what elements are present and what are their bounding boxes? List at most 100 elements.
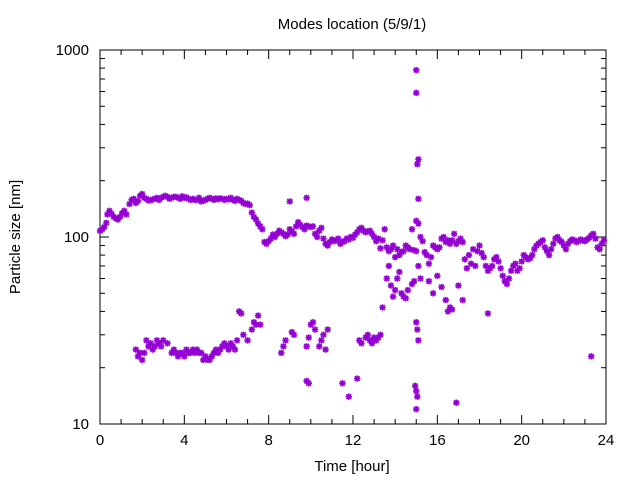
data-point bbox=[134, 197, 142, 205]
data-point bbox=[488, 262, 496, 270]
data-point bbox=[123, 211, 130, 218]
data-point bbox=[404, 286, 412, 294]
data-point bbox=[311, 326, 319, 333]
data-point bbox=[425, 278, 433, 285]
data-point bbox=[141, 349, 148, 357]
data-point bbox=[248, 326, 255, 333]
data-point bbox=[414, 326, 421, 333]
data-point bbox=[480, 253, 487, 261]
x-axis-label: Time [hour] bbox=[314, 458, 389, 475]
data-point bbox=[320, 331, 327, 338]
data-point bbox=[280, 343, 287, 350]
chart-title: Modes location (5/9/1) bbox=[278, 16, 426, 33]
data-point bbox=[592, 235, 599, 242]
data-point bbox=[484, 310, 492, 317]
data-point bbox=[459, 238, 466, 246]
data-point bbox=[558, 238, 565, 246]
data-point bbox=[417, 275, 424, 282]
data-point bbox=[406, 246, 414, 253]
data-point bbox=[472, 262, 479, 270]
data-point bbox=[290, 230, 298, 238]
data-point bbox=[427, 253, 435, 261]
data-point bbox=[345, 393, 352, 400]
data-point bbox=[476, 242, 483, 249]
data-point bbox=[147, 340, 154, 347]
data-point bbox=[305, 380, 312, 387]
y-axis-label: Particle size [nm] bbox=[7, 180, 24, 294]
x-tick-label: 12 bbox=[345, 432, 362, 449]
data-point bbox=[318, 224, 325, 231]
data-point bbox=[547, 246, 555, 253]
data-point bbox=[309, 319, 317, 326]
data-point bbox=[290, 331, 298, 338]
data-point bbox=[499, 272, 506, 280]
data-point bbox=[160, 337, 167, 344]
data-point bbox=[598, 240, 605, 247]
x-tick-label: 24 bbox=[598, 432, 615, 449]
data-point bbox=[461, 256, 468, 263]
data-point bbox=[539, 237, 546, 244]
data-point bbox=[143, 337, 150, 344]
data-point bbox=[413, 247, 420, 255]
data-point bbox=[244, 337, 251, 344]
data-point bbox=[240, 331, 247, 338]
data-point bbox=[402, 295, 409, 302]
x-tick-label: 16 bbox=[429, 432, 446, 449]
data-point bbox=[459, 296, 466, 304]
data-point bbox=[413, 319, 420, 326]
data-point bbox=[396, 268, 403, 276]
y-tick-label: 100 bbox=[64, 229, 89, 246]
data-point bbox=[550, 240, 557, 247]
data-point bbox=[379, 237, 386, 244]
y-tick-label: 1000 bbox=[56, 42, 89, 59]
data-point bbox=[151, 343, 159, 350]
data-point bbox=[320, 235, 327, 242]
data-point bbox=[413, 66, 420, 74]
data-point bbox=[389, 293, 397, 300]
x-tick-labels: 0 4 8 12 16 20 24 bbox=[96, 432, 615, 449]
data-point bbox=[383, 275, 390, 282]
data-point bbox=[324, 326, 331, 333]
data-point bbox=[305, 334, 312, 341]
data-point bbox=[529, 251, 536, 259]
axis-ticks bbox=[99, 49, 607, 425]
data-point bbox=[415, 337, 422, 344]
data-point bbox=[434, 272, 441, 280]
data-point bbox=[419, 237, 426, 245]
data-point bbox=[303, 343, 310, 350]
data-point bbox=[590, 230, 597, 238]
data-point bbox=[246, 201, 253, 209]
data-point bbox=[465, 251, 473, 259]
data-point bbox=[415, 156, 422, 163]
data-point bbox=[455, 282, 462, 289]
data-point bbox=[313, 233, 321, 241]
data-point bbox=[238, 310, 245, 317]
x-tick-label: 4 bbox=[180, 432, 188, 449]
data-point bbox=[596, 246, 603, 253]
data-point bbox=[157, 343, 165, 350]
data-point bbox=[391, 286, 399, 294]
data-point bbox=[379, 304, 386, 311]
data-point bbox=[463, 265, 471, 272]
data-point bbox=[377, 331, 384, 338]
data-point bbox=[413, 89, 420, 97]
data-point bbox=[413, 387, 420, 395]
data-point bbox=[503, 280, 511, 288]
data-point bbox=[414, 393, 421, 400]
data-point bbox=[387, 282, 395, 289]
data-point bbox=[257, 321, 264, 328]
data-point bbox=[233, 337, 241, 344]
data-point bbox=[451, 230, 458, 238]
data-point bbox=[278, 349, 285, 357]
data-point bbox=[354, 375, 361, 382]
data-point bbox=[448, 306, 456, 313]
data-point bbox=[282, 337, 289, 344]
data-point bbox=[448, 237, 456, 244]
data-points bbox=[96, 66, 608, 413]
data-point bbox=[339, 380, 346, 387]
data-point bbox=[259, 226, 266, 233]
data-point bbox=[415, 195, 422, 203]
data-point bbox=[394, 246, 401, 253]
data-point bbox=[164, 340, 171, 347]
